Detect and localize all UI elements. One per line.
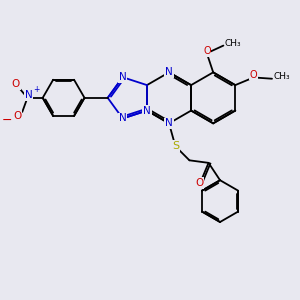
- Text: O: O: [250, 70, 257, 80]
- Text: +: +: [33, 85, 39, 94]
- Text: N: N: [25, 90, 32, 100]
- Text: N: N: [119, 113, 127, 124]
- Text: N: N: [165, 118, 173, 128]
- Text: CH₃: CH₃: [225, 39, 241, 48]
- Text: N: N: [143, 106, 151, 116]
- Text: N: N: [119, 72, 127, 82]
- Text: S: S: [172, 141, 179, 151]
- Text: O: O: [11, 79, 20, 89]
- Text: O: O: [195, 178, 204, 188]
- Text: O: O: [13, 111, 21, 121]
- Text: N: N: [165, 67, 173, 77]
- Text: −: −: [2, 113, 13, 127]
- Text: O: O: [203, 46, 211, 56]
- Text: CH₃: CH₃: [273, 73, 290, 82]
